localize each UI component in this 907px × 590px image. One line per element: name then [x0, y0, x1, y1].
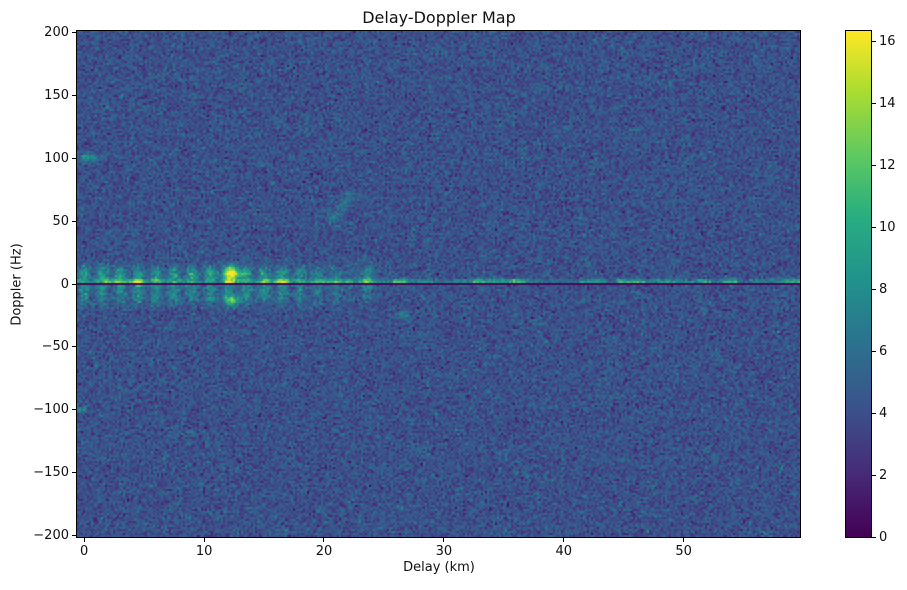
y-tick-label: −200 — [33, 528, 69, 544]
y-tick-mark — [72, 31, 76, 33]
x-tick-label: 40 — [555, 544, 573, 559]
plot-area-frame — [76, 30, 801, 538]
y-tick-mark — [72, 472, 76, 474]
colorbar-tick-mark — [872, 412, 876, 414]
colorbar-tick-mark — [872, 103, 876, 105]
colorbar-tick-mark — [872, 474, 876, 476]
x-tick-mark — [323, 538, 325, 542]
colorbar-tick-label: 4 — [879, 405, 888, 421]
y-tick-label: 150 — [44, 87, 69, 103]
chart-title: Delay-Doppler Map — [362, 8, 516, 27]
colorbar-canvas — [846, 31, 871, 537]
x-tick-label: 10 — [195, 544, 213, 559]
colorbar-tick-mark — [872, 288, 876, 290]
x-tick-label: 50 — [675, 544, 692, 559]
x-tick-mark — [83, 538, 85, 542]
y-tick-mark — [72, 157, 76, 159]
colorbar-tick-mark — [872, 536, 876, 538]
colorbar-tick-label: 6 — [879, 343, 888, 359]
y-tick-mark — [72, 220, 76, 222]
colorbar-tick-mark — [872, 350, 876, 352]
colorbar-tick-mark — [872, 227, 876, 229]
x-tick-mark — [683, 538, 685, 542]
colorbar-tick-label: 0 — [879, 529, 888, 545]
x-tick-label: 20 — [315, 544, 333, 559]
colorbar-tick-label: 10 — [879, 220, 896, 236]
y-tick-mark — [72, 283, 76, 285]
x-tick-mark — [563, 538, 565, 542]
y-axis-label: Doppler (Hz) — [9, 243, 25, 326]
y-tick-mark — [72, 535, 76, 537]
heatmap-canvas — [77, 31, 800, 537]
colorbar-tick-label: 12 — [879, 158, 896, 174]
colorbar-tick-mark — [872, 165, 876, 167]
y-tick-mark — [72, 346, 76, 348]
colorbar-tick-label: 16 — [879, 34, 896, 50]
colorbar-tick-mark — [872, 41, 876, 43]
y-tick-label: −150 — [33, 465, 69, 481]
x-tick-mark — [203, 538, 205, 542]
x-tick-label: 0 — [80, 544, 89, 559]
colorbar-tick-label: 8 — [879, 281, 888, 297]
x-axis-label: Delay (km) — [403, 560, 475, 575]
y-tick-label: 200 — [44, 24, 69, 40]
y-tick-label: −50 — [41, 339, 69, 355]
x-tick-mark — [443, 538, 445, 542]
colorbar-tick-label: 14 — [879, 96, 896, 112]
y-tick-mark — [72, 409, 76, 411]
y-tick-label: −100 — [33, 402, 69, 418]
x-tick-label: 30 — [435, 544, 453, 559]
colorbar-tick-label: 2 — [879, 467, 888, 483]
y-tick-mark — [72, 94, 76, 96]
y-tick-label: 0 — [60, 276, 69, 292]
y-tick-label: 100 — [44, 150, 69, 166]
y-tick-label: 50 — [52, 213, 69, 229]
colorbar-frame — [845, 30, 872, 538]
